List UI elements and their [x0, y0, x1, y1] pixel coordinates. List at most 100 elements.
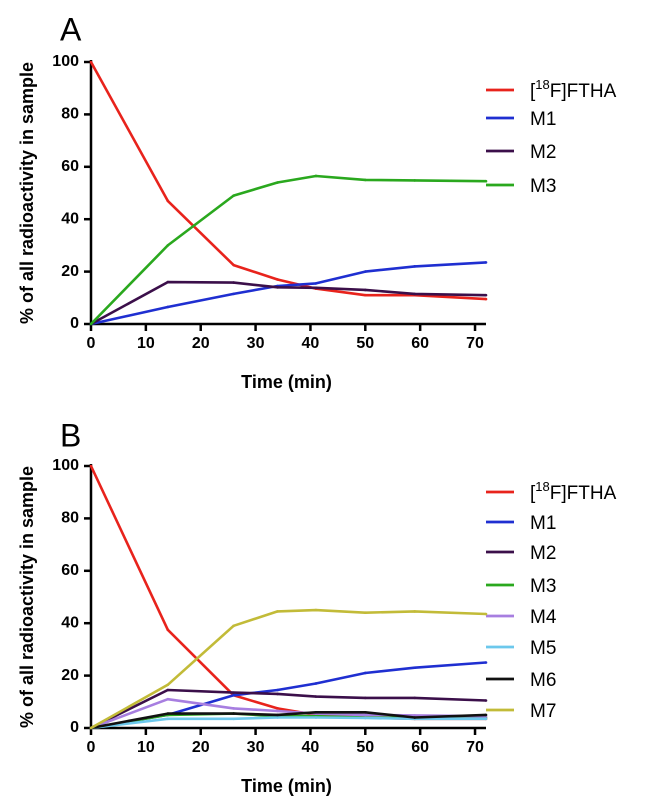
data-point: [484, 661, 488, 664]
data-point: [166, 717, 170, 721]
data-point: [232, 693, 235, 697]
y-tick-label: 0: [70, 719, 79, 736]
series-line-m5: [90, 716, 486, 730]
data-point: [276, 181, 279, 184]
data-point: [276, 709, 279, 713]
data-point: [364, 178, 367, 182]
data-point: [484, 717, 488, 721]
data-point: [166, 280, 170, 284]
x-tick-label: 10: [137, 739, 155, 756]
data-point: [314, 608, 318, 612]
series-line-m1: [90, 661, 487, 730]
x-tick-label: 30: [247, 335, 265, 352]
x-tick-label: 10: [137, 335, 155, 352]
data-point: [166, 683, 170, 687]
legend-label: M2: [530, 142, 556, 163]
series-line-m7: [90, 608, 487, 730]
data-point: [413, 714, 416, 717]
data-point: [166, 244, 170, 247]
data-point: [484, 297, 488, 301]
data-point: [232, 691, 235, 694]
x-tick-label: 50: [356, 739, 374, 756]
legend-label: M3: [530, 576, 556, 597]
data-point: [364, 713, 367, 717]
data-point: [232, 194, 235, 197]
data-point: [364, 288, 367, 292]
panel-letter: A: [60, 11, 82, 47]
legend-label: [18F]FTHA: [530, 77, 617, 102]
data-point: [484, 699, 488, 702]
y-tick-label: 40: [61, 614, 79, 631]
data-point: [314, 710, 318, 714]
data-point: [276, 286, 279, 289]
x-tick-label: 0: [87, 739, 96, 756]
x-tick-label: 50: [356, 335, 374, 352]
data-point: [166, 628, 170, 632]
series-line-m2: [90, 280, 487, 326]
data-point: [276, 716, 279, 719]
y-tick-label: 80: [61, 510, 79, 527]
data-point: [232, 707, 235, 710]
panel-a: A 0 20 40 60 80 100 0 10 20 30 40 50 60 70 Time (min) % …: [17, 11, 617, 392]
data-point: [232, 292, 235, 296]
panel-b: B 0 20 40 60 80 100 0 10 20 30 40 50 60 70 Time (min) % …: [17, 417, 617, 796]
data-point: [276, 692, 279, 696]
data-point: [166, 199, 170, 203]
legend-label: M1: [530, 513, 556, 534]
data-point: [276, 688, 279, 692]
x-tick-label: 60: [411, 335, 429, 352]
series-line-m3: [90, 174, 487, 325]
y-tick-label: 100: [52, 457, 79, 474]
legend-label: M7: [530, 701, 556, 722]
data-point: [232, 281, 235, 284]
data-point: [364, 710, 367, 714]
data-point: [314, 286, 318, 290]
x-axis-title: Time (min): [241, 776, 332, 796]
data-point: [314, 716, 318, 719]
data-point: [413, 696, 416, 700]
data-point: [276, 713, 279, 717]
data-point: [413, 179, 416, 182]
legend-label: M5: [530, 638, 556, 659]
x-tick-label: 20: [192, 739, 210, 756]
data-point: [89, 464, 93, 468]
data-point: [314, 695, 318, 698]
legend-label-suffix: F]FTHA: [550, 483, 617, 504]
data-point: [364, 293, 367, 297]
y-tick-label: 60: [61, 158, 79, 175]
x-tick-label: 30: [247, 739, 265, 756]
data-point: [413, 716, 416, 719]
legend-label-sup: 18: [535, 77, 549, 92]
data-point: [232, 624, 235, 628]
y-tick-label: 80: [61, 106, 79, 123]
panel-letter: B: [60, 417, 81, 453]
x-tick-label: 60: [411, 739, 429, 756]
series-line-m2: [90, 688, 487, 730]
series-line-m1: [90, 261, 487, 326]
data-point: [484, 713, 488, 717]
data-point: [413, 666, 416, 670]
data-point: [484, 179, 488, 183]
legend-label: M3: [530, 176, 556, 197]
x-tick-label: 70: [466, 739, 484, 756]
data-point: [89, 322, 93, 326]
data-point: [314, 682, 318, 685]
series-line-m6: [90, 710, 487, 730]
y-tick-label: 0: [70, 315, 79, 332]
x-axis-title: Time (min): [241, 372, 332, 392]
data-point: [166, 712, 170, 715]
y-tick-label: 60: [61, 562, 79, 579]
legend-label-prefix: [: [530, 483, 536, 504]
data-point: [314, 282, 318, 285]
data-point: [89, 60, 93, 64]
data-point: [232, 263, 235, 267]
legend-label: M1: [530, 109, 556, 130]
data-point: [314, 174, 318, 178]
data-point: [166, 688, 170, 692]
data-point: [364, 716, 367, 720]
data-point: [484, 612, 488, 616]
x-tick-label: 70: [466, 335, 484, 352]
data-point: [276, 707, 279, 710]
data-point: [484, 261, 488, 264]
